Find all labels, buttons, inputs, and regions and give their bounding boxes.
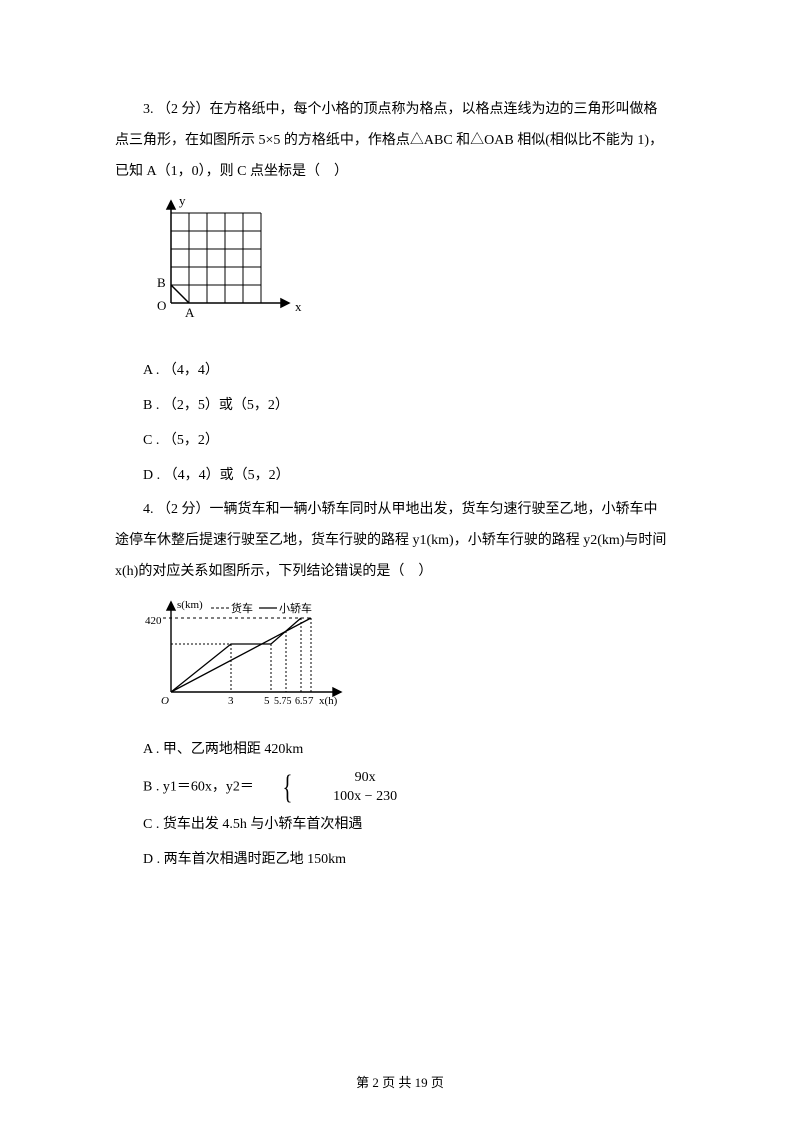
svg-text:6.5: 6.5 xyxy=(295,696,308,707)
q4-b-row1: 90x xyxy=(305,769,397,787)
svg-text:小轿车: 小轿车 xyxy=(279,601,312,615)
label-y: y xyxy=(179,195,186,208)
q3-line3: 已知 A（1，0），则 C 点坐标是（ ） xyxy=(115,157,685,188)
svg-text:5: 5 xyxy=(264,695,270,707)
q4-figure: 420 s(km) x(h) O 3 5 5.75 6.5 7 货车 小轿车 xyxy=(143,596,685,727)
svg-text:7: 7 xyxy=(308,695,314,707)
svg-text:货车: 货车 xyxy=(231,601,253,615)
q3-line2: 点三角形，在如图所示 5×5 的方格纸中，作格点△ABC 和△OAB 相似(相似… xyxy=(115,126,685,157)
q3-line1: 3. （2 分）在方格纸中，每个小格的顶点称为格点，以格点连线为边的三角形叫做格 xyxy=(115,95,685,126)
q4-line3: x(h)的对应关系如图所示，下列结论错误的是（ ） xyxy=(115,557,685,588)
q4-opt-b: B . y1＝60x，y2＝ { 90x 100x − 230 xyxy=(115,769,685,805)
q4-line1: 4. （2 分）一辆货车和一辆小轿车同时从甲地出发，货车匀速行驶至乙地，小轿车中 xyxy=(115,495,685,526)
q3-label: 3. xyxy=(143,102,154,117)
svg-text:3: 3 xyxy=(228,695,234,707)
label-x: x xyxy=(295,299,302,314)
svg-text:O: O xyxy=(161,695,169,707)
q4-piecewise: 90x 100x − 230 xyxy=(305,769,397,805)
q4-opt-c: C . 货车出发 4.5h 与小轿车首次相遇 xyxy=(115,810,685,841)
svg-text:x(h): x(h) xyxy=(319,695,338,707)
brace-icon: { xyxy=(266,771,293,805)
q3-opt-d: D . （4，4）或（5，2） xyxy=(115,461,685,492)
q4-points: （2 分） xyxy=(157,502,210,517)
q3-opt-c: C . （5，2） xyxy=(115,426,685,457)
svg-text:420: 420 xyxy=(145,615,162,627)
q3-t1: 在方格纸中，每个小格的顶点称为格点，以格点连线为边的三角形叫做格 xyxy=(210,102,658,117)
q4-line2: 途停车休整后提速行驶至乙地，货车行驶的路程 y1(km)，小轿车行驶的路程 y2… xyxy=(115,526,685,557)
q3-opt-b: B . （2，5）或（5，2） xyxy=(115,391,685,422)
q3-points: （2 分） xyxy=(157,102,210,117)
q3-opt-a: A . （4，4） xyxy=(115,356,685,387)
q4-opt-d: D . 两车首次相遇时距乙地 150km xyxy=(115,845,685,876)
label-A: A xyxy=(185,305,195,320)
label-O: O xyxy=(157,298,166,313)
svg-text:5.75: 5.75 xyxy=(274,696,292,707)
q4-label: 4. xyxy=(143,502,154,517)
q4-t1: 一辆货车和一辆小轿车同时从甲地出发，货车匀速行驶至乙地，小轿车中 xyxy=(210,502,658,517)
svg-text:s(km): s(km) xyxy=(177,599,203,611)
q4-opt-b-prefix: B . y1＝60x，y2＝ xyxy=(143,780,254,795)
label-B: B xyxy=(157,275,166,290)
q4-opt-a: A . 甲、乙两地相距 420km xyxy=(115,735,685,766)
q4-b-row2: 100x − 230 xyxy=(305,788,397,806)
page-footer: 第 2 页 共 19 页 xyxy=(0,1069,800,1098)
q3-figure: O A B x y xyxy=(143,195,685,348)
